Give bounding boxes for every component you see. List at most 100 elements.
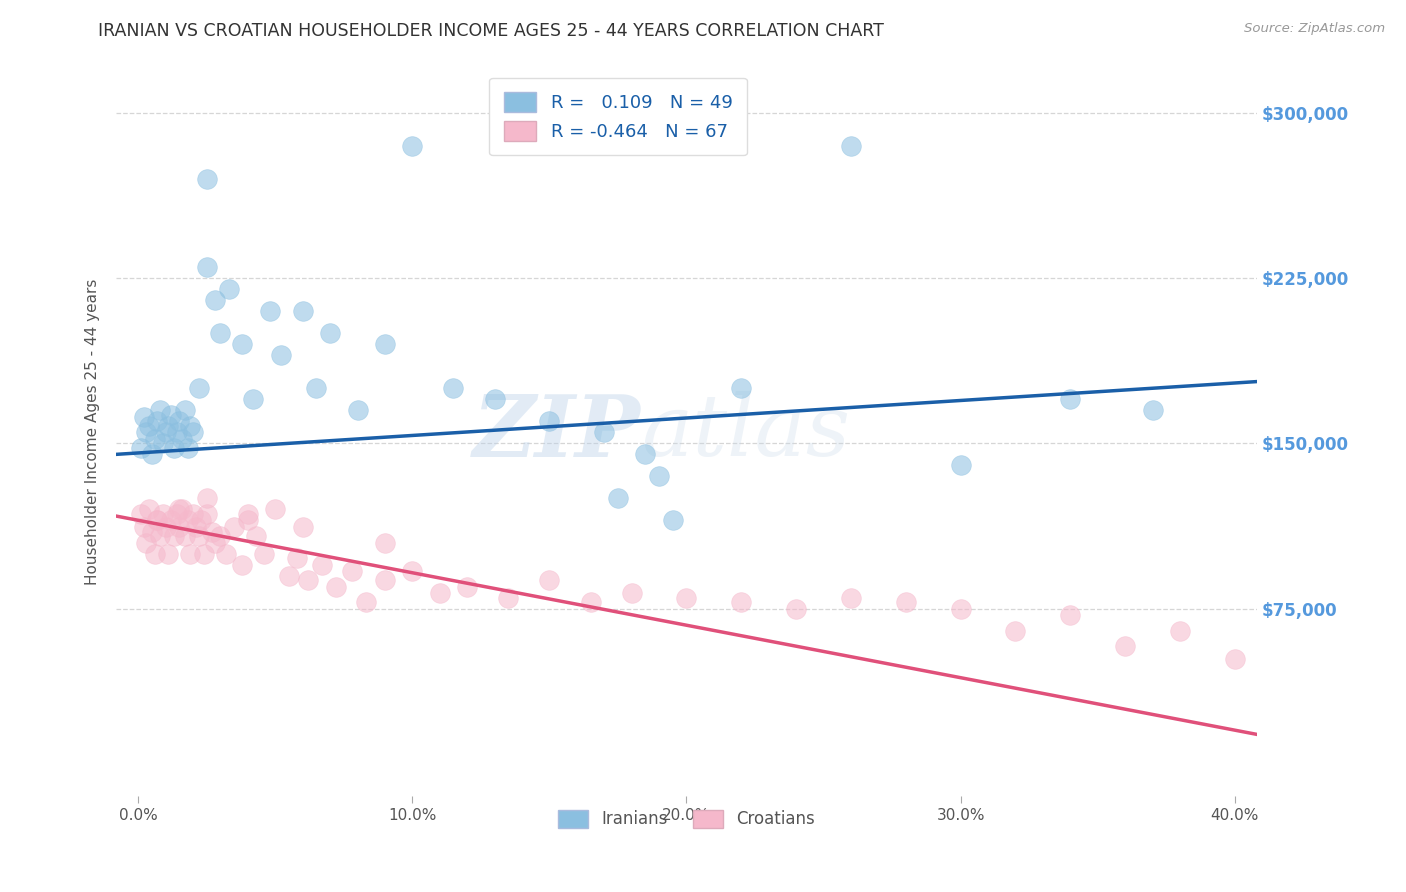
Text: Source: ZipAtlas.com: Source: ZipAtlas.com [1244,22,1385,36]
Point [484,392,506,407]
Point [193,547,215,561]
Point [949,601,972,615]
Point [218,282,240,296]
Point [429,586,451,600]
Text: atlas: atlas [641,391,851,474]
Point [135,535,157,549]
Point [278,568,301,582]
Legend: Iranians, Croatians: Iranians, Croatians [551,803,821,835]
Point [374,535,396,549]
Point [231,337,253,351]
Point [152,507,174,521]
Point [181,507,204,521]
Point [319,326,342,340]
Point [593,425,616,440]
Point [155,425,177,440]
Point [730,381,752,395]
Point [195,260,218,274]
Point [374,337,396,351]
Point [155,520,177,534]
Point [456,580,478,594]
Point [1059,392,1081,407]
Point [204,535,226,549]
Point [291,520,314,534]
Point [138,502,160,516]
Point [146,414,169,428]
Point [149,403,172,417]
Point [209,529,232,543]
Point [184,520,207,534]
Point [730,595,752,609]
Point [187,529,209,543]
Point [285,551,308,566]
Point [160,514,183,528]
Point [242,392,264,407]
Point [236,514,259,528]
Point [346,403,368,417]
Point [179,547,201,561]
Point [949,458,972,473]
Point [325,580,347,594]
Point [204,293,226,307]
Point [245,529,267,543]
Point [176,441,198,455]
Point [1004,624,1026,638]
Point [231,558,253,572]
Point [146,514,169,528]
Point [785,601,807,615]
Point [374,573,396,587]
Point [305,381,328,395]
Point [201,524,224,539]
Point [209,326,232,340]
Point [141,447,163,461]
Point [215,547,238,561]
Point [607,491,630,506]
Point [143,547,166,561]
Text: ZIP: ZIP [472,391,641,474]
Point [1114,639,1136,653]
Point [648,469,671,483]
Point [1142,403,1164,417]
Point [166,425,188,440]
Point [839,138,862,153]
Point [195,171,218,186]
Point [146,514,169,528]
Point [401,138,423,153]
Point [170,432,193,446]
Point [157,418,180,433]
Point [253,547,276,561]
Point [169,520,191,534]
Point [152,436,174,450]
Point [149,529,172,543]
Point [195,491,218,506]
Point [839,591,862,605]
Point [190,514,212,528]
Point [143,432,166,446]
Point [236,507,259,521]
Point [443,381,465,395]
Point [173,403,195,417]
Point [224,520,246,534]
Point [141,524,163,539]
Point [662,514,685,528]
Point [894,595,917,609]
Point [129,441,152,455]
Point [270,348,292,362]
Point [297,573,319,587]
Point [195,507,218,521]
Point [675,591,697,605]
Point [169,414,191,428]
Point [157,547,180,561]
Point [498,591,520,605]
Y-axis label: Householder Income Ages 25 - 44 years: Householder Income Ages 25 - 44 years [86,279,100,585]
Point [259,304,281,318]
Point [340,564,363,578]
Point [1223,652,1246,666]
Point [1168,624,1191,638]
Point [173,529,195,543]
Point [538,414,561,428]
Point [160,408,183,422]
Point [1059,608,1081,623]
Point [132,520,155,534]
Point [129,507,152,521]
